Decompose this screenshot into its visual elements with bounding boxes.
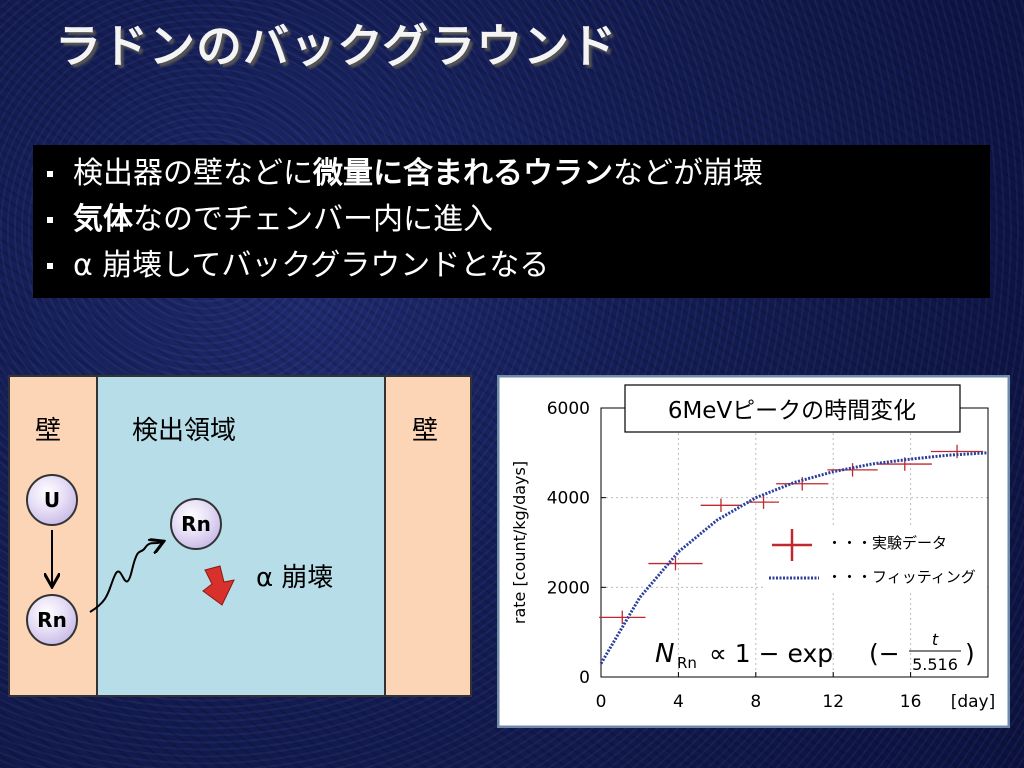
bullet-text: 検出器の壁などに [73, 156, 313, 191]
detection-region [96, 375, 386, 697]
fit-curve [599, 451, 989, 665]
y-axis-label: rate [count/kg/days] [510, 461, 529, 624]
bullet-text: 気体 [73, 202, 133, 237]
y-tick-label: 6000 [547, 399, 590, 419]
legend-label: ・・・フィッティング [827, 568, 976, 586]
chart: 0 2000 4000 6000 0 4 8 12 16 [day] rate [count/kg/… [497, 375, 1010, 728]
x-axis-label: [day] [951, 692, 996, 712]
formula-sub: Rn [677, 654, 697, 672]
x-tick-label: 12 [822, 692, 844, 712]
legend-label: ・・・実験データ [827, 534, 947, 552]
wall-label: 壁 [35, 416, 62, 446]
title-box [624, 384, 961, 433]
bullet-box: 検出器の壁などに微量に含まれるウランなどが崩壊 気体なのでチェンバー内に進入 α 崩… [33, 145, 990, 298]
chart-title: 6MeVピークの時間変化 [668, 398, 916, 424]
bullet-marker [47, 263, 53, 269]
region-label: 検出領域 [132, 416, 237, 446]
y-tick-label: 2000 [547, 578, 590, 598]
formula-text: ) [965, 639, 975, 668]
drift-path [89, 542, 162, 613]
right-wall [384, 375, 472, 697]
bullet-marker [47, 217, 53, 223]
y-tick-label: 0 [579, 668, 590, 688]
bullet-text: α 崩壊してバックグラウンドとなる [73, 248, 550, 283]
formula-text: ∝ 1 − exp [709, 639, 833, 668]
slide-title: ラドンのバックグラウンド [55, 19, 618, 73]
formula-den: 5.516 [912, 655, 958, 674]
uranium-atom: U [26, 474, 78, 526]
wall-label: 壁 [412, 416, 439, 446]
formula-main: N [655, 639, 674, 669]
y-tick-label: 4000 [547, 489, 590, 509]
bullet-text: 微量に含まれるウラン [313, 156, 613, 191]
formula-text: (− [869, 639, 900, 668]
bullet: 気体なのでチェンバー内に進入 [33, 197, 990, 243]
bullet: α 崩壊してバックグラウンドとなる [33, 243, 990, 289]
x-tick-label: 16 [900, 692, 922, 712]
x-tick-label: 8 [750, 692, 761, 712]
bullet-text: などが崩壊 [613, 156, 763, 191]
bullet-marker [47, 171, 53, 177]
alpha-arrow [202, 565, 235, 606]
bullet: 検出器の壁などに微量に含まれるウランなどが崩壊 [33, 151, 990, 197]
x-tick-label: 4 [673, 692, 684, 712]
x-tick-label: 0 [596, 692, 607, 712]
formula-num: t [932, 630, 939, 649]
bullet-text: なのでチェンバー内に進入 [133, 202, 493, 237]
radon-atom: Rn [170, 498, 222, 550]
radon-atom: Rn [26, 594, 78, 646]
decay-label: α 崩壊 [256, 563, 334, 593]
diagram-arrows [0, 530, 235, 613]
